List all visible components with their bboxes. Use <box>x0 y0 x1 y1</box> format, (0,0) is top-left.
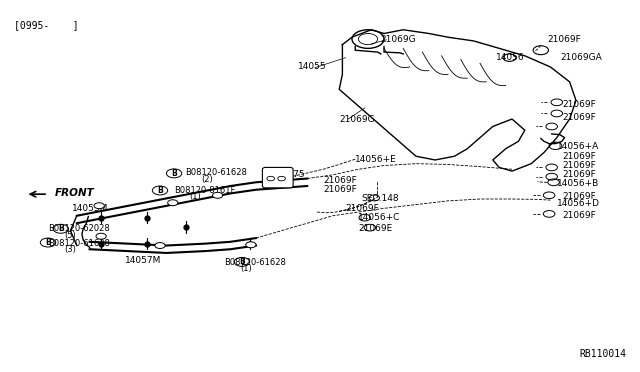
Text: 14056+E: 14056+E <box>355 155 397 164</box>
Text: 21069F: 21069F <box>562 170 596 179</box>
Text: 21069GA: 21069GA <box>560 53 602 62</box>
Text: B: B <box>239 257 244 266</box>
Text: B: B <box>45 238 51 247</box>
Circle shape <box>94 203 104 209</box>
Text: 21069F: 21069F <box>562 100 596 109</box>
Text: B: B <box>157 186 163 195</box>
Text: B: B <box>58 224 63 233</box>
Text: 21069F: 21069F <box>562 192 596 201</box>
Text: [0995-    ]: [0995- ] <box>14 20 79 31</box>
Text: 14056: 14056 <box>496 53 525 62</box>
Text: 21069F: 21069F <box>324 176 358 185</box>
Text: 21069F: 21069F <box>562 113 596 122</box>
Text: 21069G: 21069G <box>381 35 417 44</box>
Text: FRONT: FRONT <box>54 189 94 198</box>
Circle shape <box>212 192 223 198</box>
Text: 21069F: 21069F <box>562 161 596 170</box>
Text: 21069E: 21069E <box>358 224 393 232</box>
Text: 21069G: 21069G <box>339 115 375 124</box>
Text: 14056+C: 14056+C <box>358 213 401 222</box>
Text: 21069F: 21069F <box>547 35 581 44</box>
Text: 14056+A: 14056+A <box>557 142 599 151</box>
Text: (2): (2) <box>202 175 213 184</box>
Text: B08120-62028: B08120-62028 <box>48 224 109 233</box>
Text: 21069F: 21069F <box>324 185 358 194</box>
Text: (5): (5) <box>64 231 76 240</box>
Circle shape <box>96 233 106 239</box>
Text: 21069F: 21069F <box>346 204 380 213</box>
Text: B08120-61628: B08120-61628 <box>48 239 110 248</box>
Text: (1): (1) <box>240 264 252 273</box>
Text: 14075: 14075 <box>276 170 305 179</box>
Text: (1): (1) <box>189 192 200 201</box>
Text: 14055: 14055 <box>298 62 326 71</box>
Text: 21069F: 21069F <box>562 152 596 161</box>
Text: SEC.148: SEC.148 <box>362 194 399 203</box>
Text: 14056+B: 14056+B <box>557 179 599 187</box>
Circle shape <box>246 242 256 248</box>
Text: B08120-61628: B08120-61628 <box>186 169 248 177</box>
Text: RB110014: RB110014 <box>579 349 626 359</box>
Text: (3): (3) <box>64 246 76 254</box>
Text: 14053M: 14053M <box>72 204 108 213</box>
Text: B: B <box>172 169 177 178</box>
Text: B08120-61628: B08120-61628 <box>224 258 286 267</box>
Text: 14057M: 14057M <box>125 256 161 265</box>
Text: 14056+D: 14056+D <box>557 199 600 208</box>
Text: 21069F: 21069F <box>562 211 596 220</box>
Circle shape <box>155 243 165 248</box>
Circle shape <box>168 200 178 206</box>
FancyBboxPatch shape <box>262 167 293 188</box>
Text: B08120-8161F: B08120-8161F <box>174 186 236 195</box>
